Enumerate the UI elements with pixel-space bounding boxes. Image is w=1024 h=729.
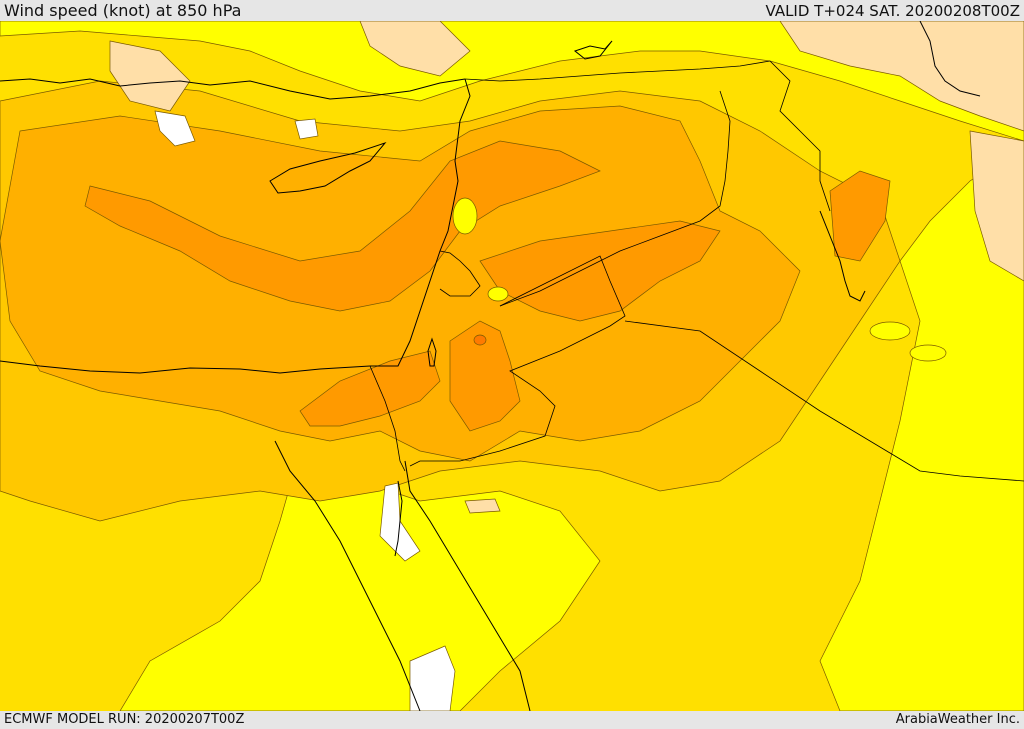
border-egypt-israel <box>369 365 406 472</box>
field-yellow-pocket-4 <box>909 344 947 362</box>
border-jordan <box>409 255 626 467</box>
coastline-persian-gulf <box>819 210 866 302</box>
field-calm-turkey-2 <box>294 118 319 140</box>
border-syria-iraq <box>499 90 731 307</box>
field-light-caucasus <box>779 21 1024 132</box>
map-canvas <box>0 21 1024 711</box>
footer-bar: ECMWF MODEL RUN: 20200207T00Z ArabiaWeat… <box>0 711 1024 729</box>
field-dark-orange-iraq <box>829 170 891 262</box>
field-light-egypt <box>464 498 501 514</box>
field-dark-orange-levant <box>299 350 441 427</box>
field-yellow-pocket-1 <box>487 286 509 302</box>
lake-van <box>573 40 613 60</box>
header-bar: Wind speed (knot) at 850 hPa VALID T+024… <box>0 0 1024 21</box>
field-yellow-north <box>0 21 1024 142</box>
border-iraq-iran <box>769 60 831 212</box>
field-light-iran <box>969 130 1024 282</box>
field-calm-saudi <box>409 645 456 711</box>
coastline-cyprus <box>269 141 387 194</box>
field-calm-turkey <box>154 110 196 147</box>
coastline-egypt <box>0 360 371 374</box>
border-saudi-iraq <box>624 320 1024 482</box>
border-lebanon-israel <box>439 250 481 297</box>
field-yellow-pocket-3 <box>869 321 911 341</box>
field-dark-orange-syria <box>479 220 721 322</box>
field-light-turkey-east <box>359 21 471 77</box>
valid-time: VALID T+024 SAT. 20200208T00Z <box>765 2 1020 20</box>
wind-speed-map[interactable] <box>0 21 1024 711</box>
map-title: Wind speed (knot) at 850 hPa <box>4 1 242 20</box>
field-yellow-east <box>819 140 1024 711</box>
model-run-label: ECMWF MODEL RUN: 20200207T00Z <box>4 712 245 727</box>
field-yellow-pocket-2 <box>452 197 478 235</box>
coastline-caspian <box>919 21 981 97</box>
coastline-levant <box>370 78 471 367</box>
coastline-sinai-gulfs <box>274 440 531 711</box>
coastline-turkey <box>0 78 466 100</box>
field-light-turkey <box>109 40 191 112</box>
border-turkey-syria <box>464 60 771 82</box>
dead-sea <box>427 337 437 367</box>
credit-label: ArabiaWeather Inc. <box>895 712 1020 727</box>
field-dark-orange-jordan <box>449 320 521 432</box>
field-dark-orange <box>84 140 601 312</box>
field-red-orange-spot <box>473 334 487 346</box>
